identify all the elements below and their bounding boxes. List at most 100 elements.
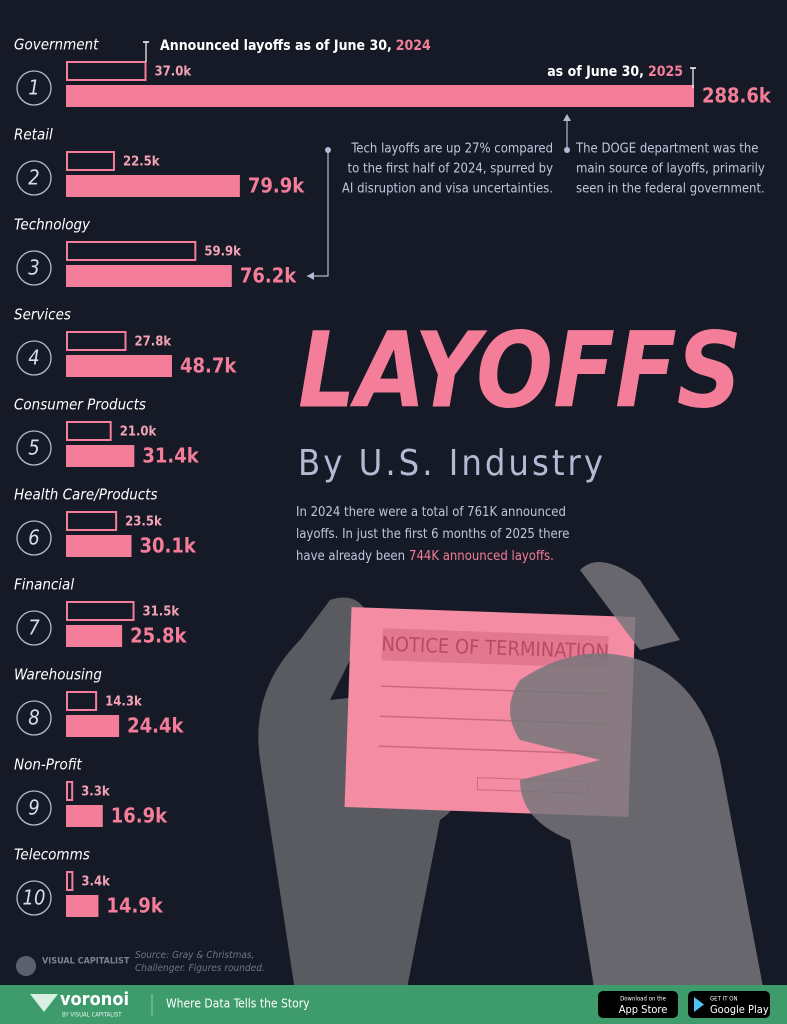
bar-2025 <box>66 355 172 377</box>
value-label: 37.0k <box>155 65 192 80</box>
rank: 3 <box>28 256 39 280</box>
annotation-line: The DOGE department was the <box>575 142 759 157</box>
legend-year: 2025 <box>648 64 683 80</box>
notice-band <box>381 628 609 669</box>
category-label: Financial <box>14 576 74 594</box>
publisher: VISUAL CAPITALIST <box>42 957 130 967</box>
value-label: 59.9k <box>204 245 241 260</box>
value-label: 3.3k <box>81 785 110 800</box>
description-highlight: 744K announced layoffs. <box>409 549 554 564</box>
rank: 6 <box>28 526 39 550</box>
rank: 10 <box>23 886 46 910</box>
category-label: Non-Profit <box>14 756 82 774</box>
category-label: Warehousing <box>14 666 102 684</box>
legend-entry: as of June 30, 2025 <box>547 64 683 80</box>
value-label: 22.5k <box>123 155 160 170</box>
source-line: Challenger. Figures rounded. <box>135 963 265 974</box>
bar-2025 <box>66 175 240 197</box>
value-label: 79.9k <box>248 174 305 198</box>
rank: 1 <box>28 76 39 100</box>
value-label: 27.8k <box>134 335 171 350</box>
rank: 9 <box>28 796 39 820</box>
annotation-line: main source of layoffs, primarily <box>576 162 765 177</box>
app-store-bg[interactable] <box>598 991 678 1018</box>
value-label: 31.4k <box>142 444 199 468</box>
bar-2025 <box>66 715 120 737</box>
bar-2024 <box>66 511 118 531</box>
value-label: 25.8k <box>130 624 187 648</box>
value-label: 24.4k <box>127 714 184 738</box>
category-label: Government <box>14 36 99 54</box>
value-label: 16.9k <box>111 804 168 828</box>
bar-2024 <box>66 871 74 891</box>
rank: 8 <box>28 706 39 730</box>
bar-chart: Government137.0k288.6kRetail222.5k79.9kT… <box>14 36 772 918</box>
brand-sub: BY VISUAL CAPITALIST <box>62 1012 122 1019</box>
bar-2025 <box>66 895 99 917</box>
description-text: In 2024 there were a total of 761K annou… <box>296 505 566 520</box>
rank-circle <box>16 880 52 916</box>
description-line: have already been 744K announced layoffs. <box>296 549 554 564</box>
value-label: 288.6k <box>702 84 772 108</box>
legend-text: as of June 30, <box>547 64 644 80</box>
category-label: Retail <box>14 126 53 144</box>
rank-circle <box>16 520 52 556</box>
app-store-button[interactable]: Download on the App Store <box>598 991 678 1018</box>
category-label: Services <box>14 306 71 324</box>
bar-2025 <box>66 625 123 647</box>
value-label: 3.4k <box>81 875 110 890</box>
rank-circle <box>16 700 52 736</box>
source-line: Source: Gray & Christmas, <box>135 950 254 961</box>
description-text: layoffs. In just the first 6 months of 2… <box>296 527 569 542</box>
bar-2024 <box>66 241 197 261</box>
category-label: Technology <box>14 216 91 234</box>
rank-circle <box>16 160 52 196</box>
description-line: layoffs. In just the first 6 months of 2… <box>296 527 569 542</box>
value-label: 31.5k <box>143 605 180 620</box>
source: Source: Gray & Christmas, Challenger. Fig… <box>135 950 265 974</box>
category-label: Consumer Products <box>14 396 146 414</box>
rank: 5 <box>28 436 39 460</box>
bar-2025 <box>66 805 103 827</box>
app-store-small: Download on the <box>620 996 667 1003</box>
bar-2025 <box>66 535 132 557</box>
description-line: In 2024 there were a total of 761K annou… <box>296 505 566 520</box>
description: In 2024 there were a total of 761K annou… <box>296 505 569 564</box>
legend-text: Announced layoffs as of June 30, <box>160 38 392 54</box>
rank-circle <box>16 250 52 286</box>
bar-2025 <box>66 85 694 107</box>
bar-2024 <box>66 61 147 81</box>
category-label: Telecomms <box>14 846 90 864</box>
brand-icon <box>30 994 58 1012</box>
google-play-button[interactable]: GET IT ON Google Play <box>688 991 770 1018</box>
annotation-line: AI disruption and visa uncertainties. <box>342 182 553 197</box>
brand: voronoi <box>60 989 129 1010</box>
value-label: 14.3k <box>105 695 142 710</box>
illustration: NOTICE OF TERMINATION <box>258 562 770 1024</box>
google-play-small: GET IT ON <box>710 996 738 1003</box>
rank-circle <box>16 340 52 376</box>
rank-circle <box>16 790 52 826</box>
bar-2024 <box>66 331 127 351</box>
value-label: 21.0k <box>120 425 157 440</box>
description-text: have already been <box>296 549 405 564</box>
bar-2025 <box>66 445 135 467</box>
bar-2024 <box>66 601 135 621</box>
value-label: 76.2k <box>240 264 297 288</box>
legend-entry: Announced layoffs as of June 30, 2024 <box>160 38 431 54</box>
value-label: 48.7k <box>180 354 237 378</box>
annotation-line: seen in the federal government. <box>576 182 765 197</box>
bar-2024 <box>66 691 98 711</box>
google-play-label: Google Play <box>710 1003 769 1016</box>
annotation-line: Tech layoffs are up 27% compared <box>350 142 553 157</box>
publisher-logo: VISUAL CAPITALIST <box>16 956 130 976</box>
rank: 4 <box>28 346 39 370</box>
app-store-label: App Store <box>619 1003 668 1016</box>
bar-2024 <box>66 781 74 801</box>
annotation-line: to the first half of 2024, spurred by <box>348 162 554 177</box>
rank-circle <box>16 430 52 466</box>
bar-2025 <box>66 265 232 287</box>
google-play-bg[interactable] <box>688 991 770 1018</box>
rank-circle <box>16 610 52 646</box>
